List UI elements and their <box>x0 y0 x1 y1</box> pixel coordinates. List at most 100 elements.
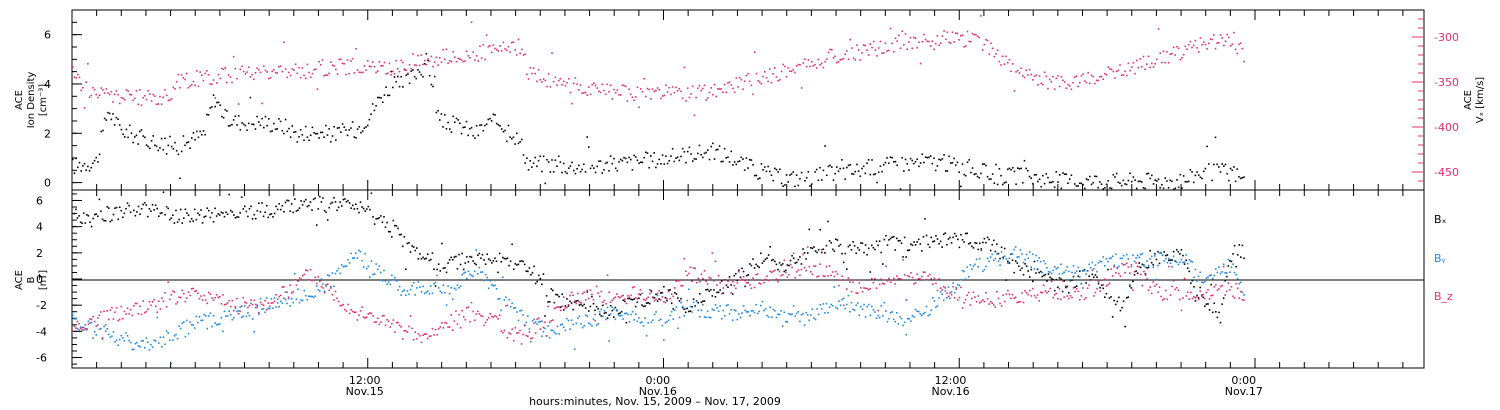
b-point-1 <box>383 269 385 272</box>
b-point-2 <box>253 299 255 302</box>
b-point-1 <box>106 327 109 330</box>
b-point-2 <box>1027 293 1029 296</box>
density-point <box>288 127 290 130</box>
b-point-1 <box>883 301 886 304</box>
b-point-0 <box>1030 268 1033 271</box>
velocity-point <box>335 68 337 71</box>
b-point-2 <box>1119 275 1122 278</box>
velocity-point <box>546 85 548 88</box>
b-point-0 <box>414 249 417 252</box>
density-point <box>125 128 128 131</box>
b-point-1 <box>1233 271 1236 274</box>
velocity-point <box>402 61 404 64</box>
velocity-point <box>805 65 808 68</box>
velocity-point <box>88 96 91 99</box>
velocity-point <box>527 78 530 80</box>
b-point-1 <box>369 276 371 278</box>
density-point <box>455 117 458 120</box>
b-point-1 <box>694 305 696 308</box>
b-point-0 <box>678 300 681 302</box>
b-point-2 <box>1011 293 1014 296</box>
b-point-1 <box>955 286 958 289</box>
b-point-1 <box>98 328 101 331</box>
b-point-1 <box>170 362 173 365</box>
b-point-2 <box>1172 280 1175 282</box>
density-point <box>725 157 728 159</box>
b-point-2 <box>871 277 873 280</box>
b-point-1 <box>647 322 650 324</box>
velocity-point <box>824 60 826 63</box>
tick-label-b-2: 2 <box>36 247 43 260</box>
b-point-1 <box>472 275 474 278</box>
b-point-0 <box>272 216 274 218</box>
b-point-1 <box>264 311 266 314</box>
b-point-1 <box>913 316 915 318</box>
velocity-point <box>643 77 645 80</box>
density-point <box>1099 181 1101 183</box>
velocity-point <box>1132 61 1135 64</box>
density-point <box>477 134 480 137</box>
velocity-point <box>314 68 317 71</box>
b-point-2 <box>365 316 368 318</box>
b-point-2 <box>991 302 994 305</box>
velocity-point <box>363 65 366 67</box>
velocity-point <box>1221 37 1223 39</box>
density-point <box>753 174 756 177</box>
b-point-0 <box>691 305 693 308</box>
b-point-2 <box>719 282 721 284</box>
density-point <box>326 134 329 136</box>
b-point-0 <box>569 300 571 303</box>
b-point-0 <box>1213 302 1216 305</box>
velocity-point <box>108 93 111 96</box>
b-point-2 <box>447 326 449 328</box>
b-point-2 <box>783 259 786 262</box>
density-point <box>861 167 863 170</box>
b-point-2 <box>1018 301 1020 303</box>
velocity-point <box>1192 44 1195 47</box>
b-point-1 <box>408 293 410 296</box>
b-point-0 <box>447 262 449 264</box>
b-point-0 <box>107 207 110 209</box>
b-point-2 <box>1236 287 1239 290</box>
b-point-2 <box>1230 285 1233 288</box>
density-point <box>742 158 744 160</box>
velocity-point <box>294 63 297 66</box>
b-point-2 <box>1164 289 1167 292</box>
b-point-1 <box>190 323 193 326</box>
b-point-0 <box>1221 303 1223 305</box>
density-point <box>683 150 686 153</box>
velocity-point <box>529 66 532 69</box>
density-point <box>606 161 609 164</box>
velocity-point <box>517 38 520 41</box>
b-point-1 <box>639 322 642 324</box>
b-point-2 <box>550 319 553 322</box>
b-point-2 <box>766 275 768 278</box>
b-point-1 <box>839 304 842 307</box>
b-point-1 <box>1155 278 1158 281</box>
b-point-1 <box>684 307 687 310</box>
b-point-0 <box>311 209 313 211</box>
b-point-1 <box>481 271 484 273</box>
b-point-0 <box>486 253 488 255</box>
density-point <box>88 169 91 172</box>
b-point-1 <box>261 308 263 311</box>
b-point-2 <box>456 323 459 325</box>
b-point-0 <box>1028 276 1031 278</box>
velocity-point <box>175 80 178 83</box>
density-point <box>197 136 200 139</box>
velocity-point <box>185 72 188 75</box>
density-point <box>495 122 498 125</box>
density-point <box>165 153 168 155</box>
density-point <box>274 128 277 131</box>
b-point-1 <box>376 268 379 271</box>
velocity-point <box>914 37 917 39</box>
b-point-2 <box>561 305 564 308</box>
velocity-point <box>284 68 287 70</box>
b-point-1 <box>722 309 725 312</box>
b-point-2 <box>1041 291 1044 294</box>
b-point-1 <box>677 327 679 330</box>
b-point-2 <box>172 290 174 292</box>
b-point-2 <box>148 300 151 303</box>
b-point-1 <box>439 290 442 293</box>
density-point <box>485 123 488 125</box>
